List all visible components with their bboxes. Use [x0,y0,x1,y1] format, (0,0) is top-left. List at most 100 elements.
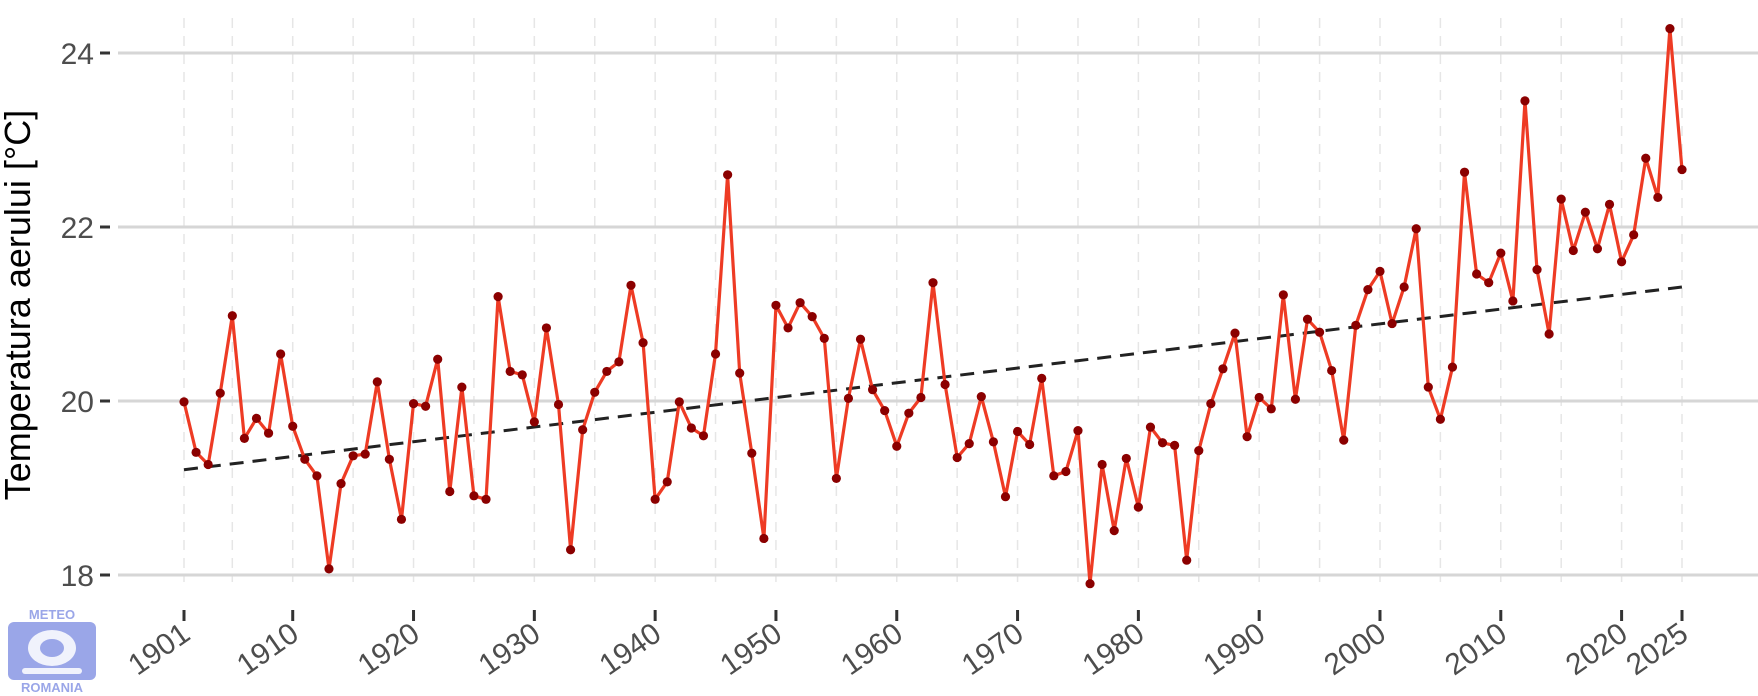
data-point [179,397,189,407]
data-point [541,323,552,333]
data-point [360,449,370,459]
data-point [638,338,648,348]
data-point [795,298,805,308]
data-point [300,454,310,464]
y-tick-label: 20 [61,386,94,419]
data-point [590,387,600,397]
data-point [1375,266,1385,276]
data-point [964,439,974,449]
data-point [1677,164,1687,175]
x-tick-label: 1910 [231,617,305,682]
data-point [239,433,250,444]
x-tick-label: 1920 [352,617,426,682]
data-point [493,292,503,302]
data-point [1049,471,1059,481]
data-point [1653,192,1663,203]
data-point [892,441,902,451]
logo-base-icon [22,668,82,674]
x-tick-label: 2020 [1560,617,1634,682]
data-point [529,417,539,427]
data-point [1194,445,1204,456]
data-point [1411,224,1421,234]
data-point [1459,167,1470,177]
data-point [1037,373,1047,383]
data-point [759,533,769,544]
x-tick-label: 1901 [122,617,196,682]
data-point [1641,153,1651,163]
data-point [1351,320,1361,330]
data-point [650,494,660,504]
data-point [1665,24,1675,34]
data-point [1435,414,1445,424]
data-point [324,564,334,574]
data-point [481,494,491,504]
data-point [855,334,866,344]
data-point [1012,426,1023,437]
data-point [553,399,564,410]
data-point [408,399,419,409]
data-point [1544,329,1554,339]
data-point [1508,296,1518,306]
y-tick-label: 22 [61,212,94,245]
data-point [263,428,274,438]
data-point [1472,269,1482,279]
data-point [988,437,999,447]
data-point [686,423,696,433]
data-point [469,491,479,501]
data-point [1097,459,1107,470]
data-point [1592,244,1603,254]
data-point [1109,526,1119,536]
x-tick-label: 1950 [714,617,788,682]
series-layer [182,27,1684,586]
data-point [1423,382,1433,392]
data-point [384,454,394,464]
x-tick-label: 2010 [1439,617,1513,682]
x-tick-label: 1970 [956,617,1030,682]
data-point [904,408,914,418]
data-point [1629,230,1639,240]
logo-bottom-text: ROMANIA [21,680,84,695]
data-point [1278,290,1288,300]
data-point [1399,282,1409,292]
data-point [1157,438,1168,448]
data-point [288,421,298,431]
y-tick-label: 24 [61,38,94,71]
x-tick-label: 1980 [1077,617,1151,682]
data-point [372,377,382,387]
data-point [674,397,684,407]
data-point [1145,422,1156,432]
data-point [1604,199,1615,209]
major-grid-lines [118,51,1758,577]
x-axis: 1901 1910 1920 1930 1940 1950 1960 1970 1980 1990… [122,610,1694,682]
data-point [662,477,672,487]
data-point [505,366,515,377]
data-point [952,452,962,463]
y-tick-label: 18 [61,560,94,593]
data-point [312,471,322,481]
data-point [1314,327,1325,337]
data-point [433,354,443,364]
data-point [843,393,854,403]
data-point [1085,579,1095,589]
data-point [1121,453,1131,464]
data-point [1290,394,1301,404]
data-point [1532,265,1542,275]
data-point [916,392,926,403]
data-point [1025,439,1035,450]
data-point [578,425,588,435]
data-point [517,370,527,380]
series-line [182,27,1684,586]
data-point [928,278,938,288]
data-point [1568,245,1578,256]
data-point [1266,404,1276,414]
data-point [1230,328,1240,338]
data-point [1000,492,1011,502]
data-point [215,388,225,398]
logo-core-icon [40,639,64,657]
data-point [1133,502,1143,512]
x-tick-label: 1960 [835,617,909,682]
data-point [771,300,781,310]
data-point [1170,440,1180,450]
x-tick-label: 2025 [1620,617,1694,682]
data-point [819,333,829,343]
